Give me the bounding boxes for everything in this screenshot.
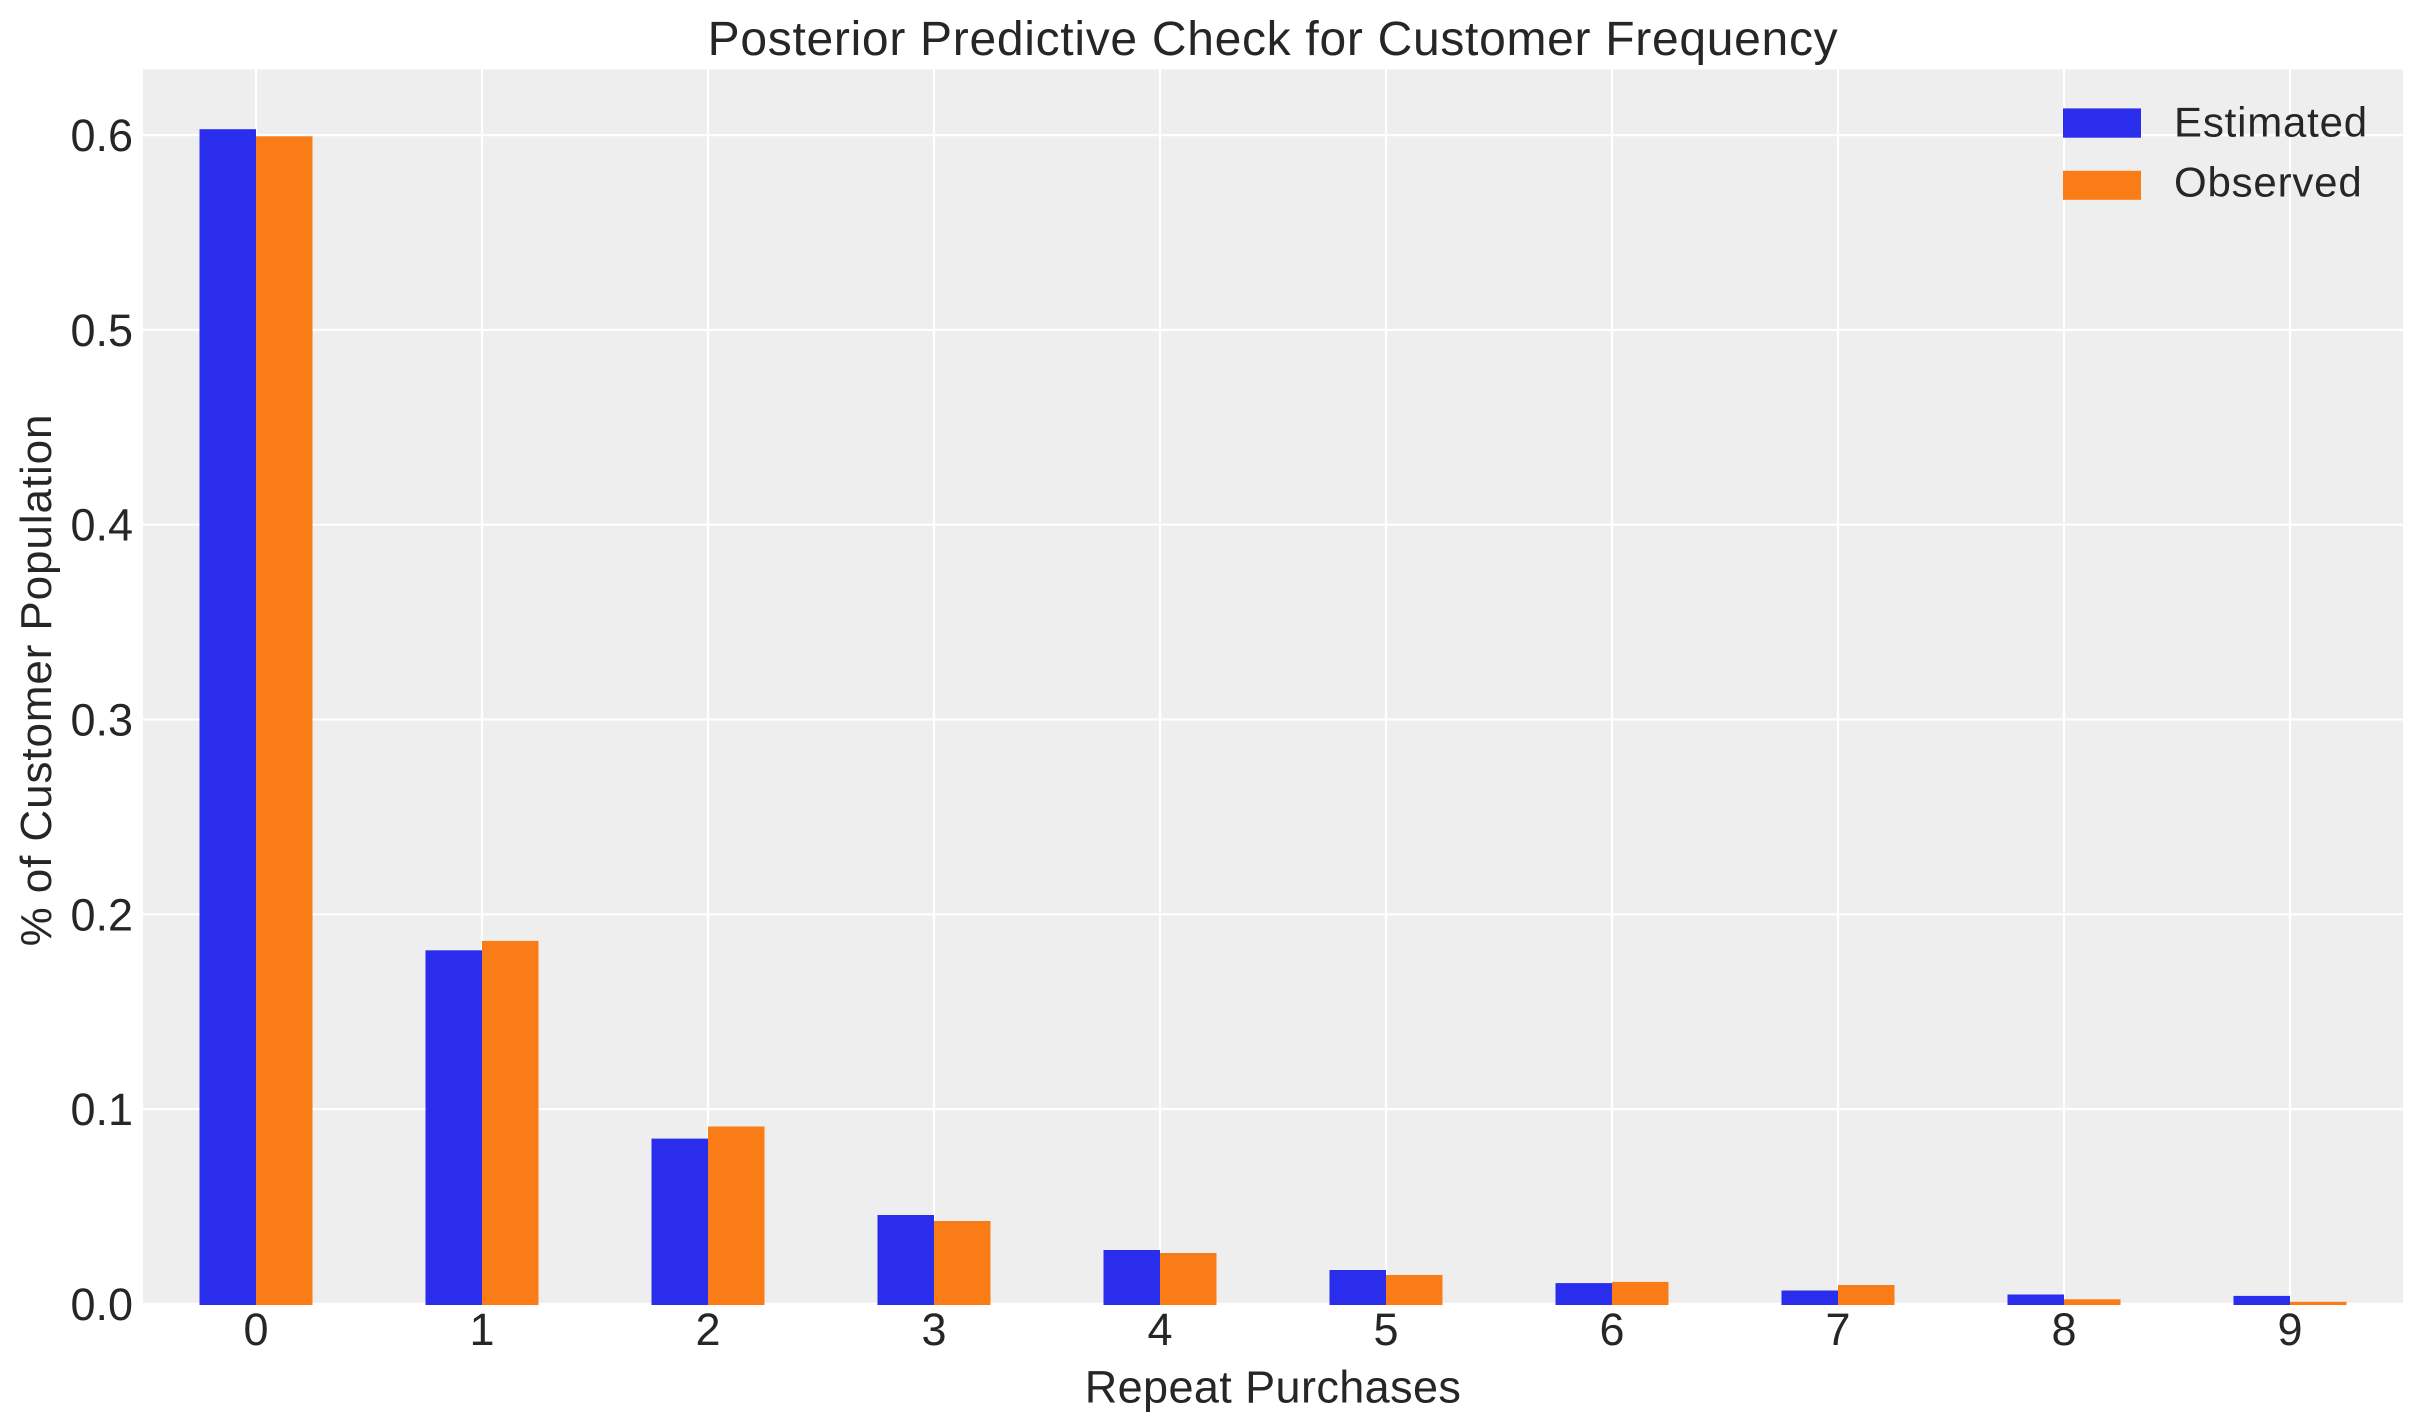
svg-text:Estimated: Estimated	[2174, 99, 2368, 146]
svg-text:0.2: 0.2	[70, 889, 133, 940]
svg-text:0.4: 0.4	[70, 500, 133, 551]
svg-text:% of Customer Population: % of Customer Population	[12, 414, 61, 947]
svg-text:0.0: 0.0	[70, 1279, 133, 1330]
svg-text:0.3: 0.3	[70, 695, 133, 746]
svg-text:1: 1	[469, 1304, 494, 1355]
svg-text:6: 6	[1599, 1304, 1624, 1355]
svg-text:2: 2	[695, 1304, 720, 1355]
svg-text:0.6: 0.6	[70, 110, 133, 161]
svg-text:9: 9	[2277, 1304, 2302, 1355]
svg-text:7: 7	[1825, 1304, 1850, 1355]
svg-text:8: 8	[2051, 1304, 2076, 1355]
svg-text:4: 4	[1147, 1304, 1172, 1355]
svg-text:Posterior Predictive Check for: Posterior Predictive Check for Customer …	[708, 13, 1839, 66]
svg-text:5: 5	[1373, 1304, 1398, 1355]
svg-text:Repeat Purchases: Repeat Purchases	[1085, 1362, 1462, 1413]
svg-text:Observed: Observed	[2174, 159, 2363, 206]
svg-text:3: 3	[921, 1304, 946, 1355]
svg-text:0: 0	[243, 1304, 268, 1355]
svg-text:0.1: 0.1	[70, 1084, 133, 1135]
svg-text:0.5: 0.5	[70, 305, 133, 356]
